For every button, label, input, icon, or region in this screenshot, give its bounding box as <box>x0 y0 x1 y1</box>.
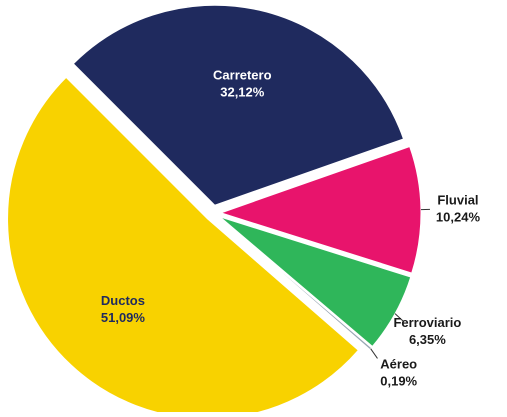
leader-line <box>371 349 378 359</box>
slice-label: Fluvial <box>437 192 478 207</box>
slice-value-label: 32,12% <box>220 85 265 100</box>
slice-value-label: 6,35% <box>409 332 446 347</box>
slice-value-label: 51,09% <box>101 310 146 325</box>
slice-value-label: 10,24% <box>436 209 481 224</box>
slice-label: Aéreo <box>380 356 417 371</box>
slice-label: Ductos <box>101 293 145 308</box>
slice-label: Carretero <box>213 68 272 83</box>
slice-label: Ferroviario <box>393 315 461 330</box>
slice-value-label: 0,19% <box>380 373 417 388</box>
